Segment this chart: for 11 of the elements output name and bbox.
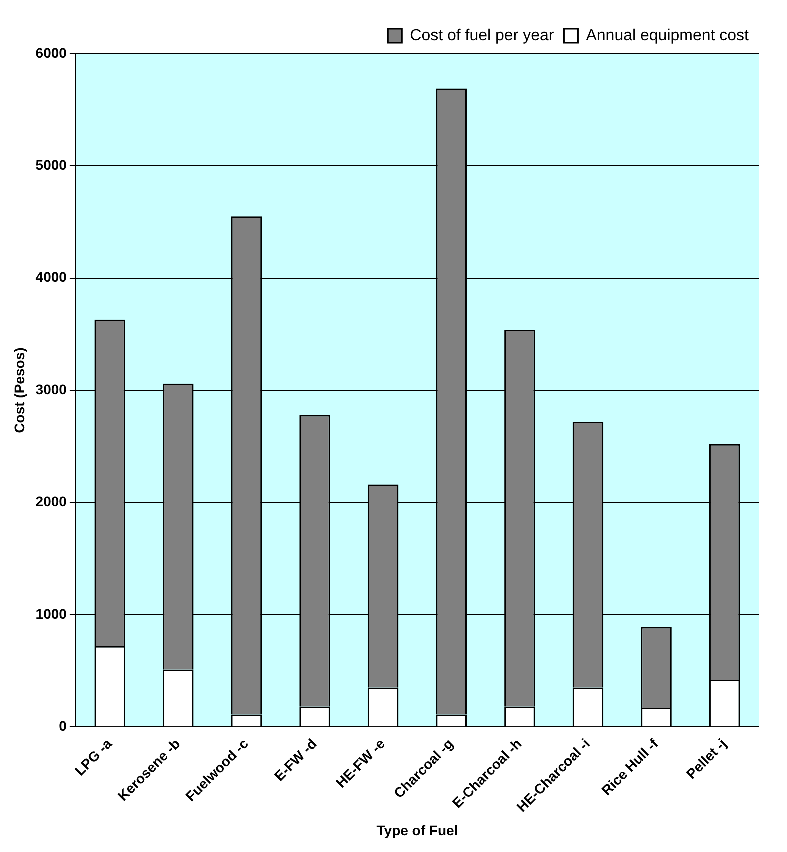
y-axis-title: Cost (Pesos) <box>11 348 28 434</box>
y-tick-label: 6000 <box>36 44 68 61</box>
y-tick-label: 3000 <box>36 381 68 398</box>
legend-label: Cost of fuel per year <box>410 27 555 44</box>
y-tick-label: 2000 <box>36 494 68 510</box>
y-tick-label: 4000 <box>36 269 68 286</box>
y-tick-label: 5000 <box>36 157 68 174</box>
y-tick-label: 1000 <box>36 606 68 622</box>
legend-label: Annual equipment cost <box>586 27 750 44</box>
y-tick-label: 0 <box>59 718 68 734</box>
x-axis-title: Type of Fuel <box>376 822 458 838</box>
